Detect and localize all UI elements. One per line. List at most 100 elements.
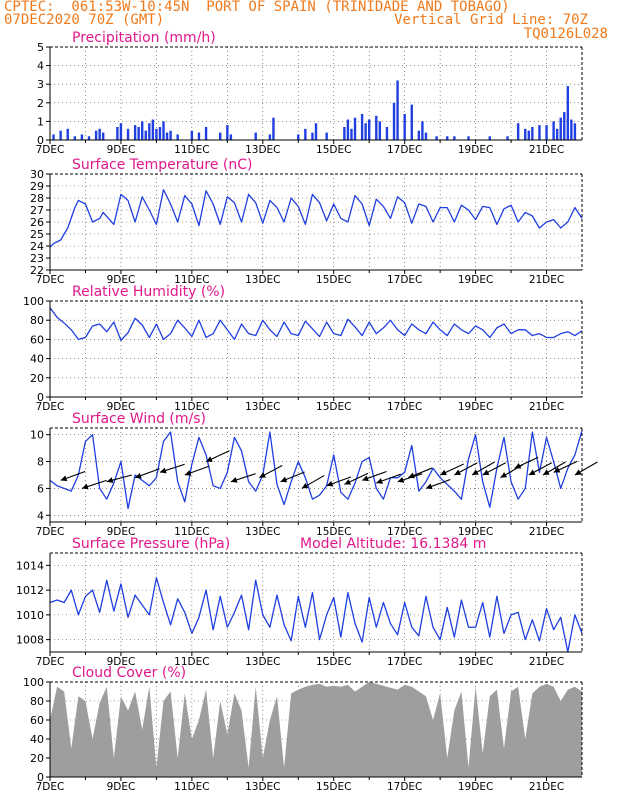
humidity-xtick-label: 9DEC: [107, 401, 136, 413]
pressure-xtick-label: 15DEC: [316, 656, 351, 668]
precip-bar: [226, 125, 229, 140]
wind-arrowhead: [159, 467, 167, 474]
wind-arrowhead: [528, 469, 536, 475]
temperature-title: Surface Temperature (nC): [72, 157, 253, 173]
wind-arrowhead: [440, 469, 447, 476]
precip-xtick-label: 19DEC: [458, 144, 493, 156]
humidity-xtick-label: 15DEC: [316, 401, 351, 413]
humidity-xtick-label: 7DEC: [36, 401, 65, 413]
wind-arrowhead: [184, 470, 192, 476]
wind-ytick-label: 10: [30, 429, 44, 442]
pressure-xtick-label: 21DEC: [529, 656, 564, 668]
wind-xtick-label: 13DEC: [245, 526, 280, 538]
wind-xtick-label: 19DEC: [458, 526, 493, 538]
cloud-xtick-label: 13DEC: [245, 781, 280, 793]
pressure-ytick-label: 1008: [16, 634, 44, 647]
cloud-xtick-label: 9DEC: [107, 781, 136, 793]
cloud-xtick-label: 17DEC: [387, 781, 422, 793]
humidity-ytick-label: 20: [30, 372, 44, 385]
wind-arrowhead: [376, 478, 383, 484]
cloud-ytick-label: 80: [30, 695, 44, 708]
wind-title: Surface Wind (m/s): [72, 411, 206, 427]
precip-title: Precipitation (mm/h): [72, 30, 216, 46]
precip-bar: [314, 123, 318, 140]
precip-bar: [573, 123, 577, 140]
precip-bar: [353, 117, 357, 140]
wind-arrowhead: [135, 472, 142, 479]
precip-bar: [141, 121, 144, 140]
precip-bar: [435, 136, 438, 140]
pressure-xtick-label: 9DEC: [107, 656, 136, 668]
precip-bar: [325, 132, 328, 140]
precip-bar: [272, 117, 275, 140]
precip-bar: [570, 119, 573, 140]
precip-bar: [364, 123, 367, 140]
pressure-ytick-label: 1012: [16, 584, 44, 597]
humidity-ytick-label: 40: [30, 353, 44, 366]
header-date: 07DEC2020 70Z (GMT): [4, 12, 165, 28]
precip-ytick-label: 3: [37, 78, 44, 91]
wind-line: [49, 430, 583, 510]
precip-ytick-label: 5: [37, 41, 44, 54]
wind-arrowhead: [542, 469, 550, 475]
precip-ytick-label: 4: [37, 60, 44, 73]
precip-ytick-label: 0: [37, 134, 44, 147]
precip-bar: [552, 121, 555, 140]
precip-bar: [524, 128, 527, 140]
cloud-ytick-label: 40: [30, 733, 44, 746]
precip-bar: [197, 132, 201, 140]
wind-arrowhead: [514, 463, 522, 469]
precip-bar: [98, 128, 101, 140]
wind-arrowhead: [397, 477, 405, 483]
wind-arrowhead: [362, 475, 369, 482]
temperature-ytick-label: 25: [30, 228, 44, 241]
humidity-ytick-label: 60: [30, 333, 44, 346]
precip-bar: [254, 132, 257, 140]
precip-xtick-label: 11DEC: [174, 144, 209, 156]
precip-bar: [169, 130, 172, 140]
precip-bar: [87, 136, 91, 140]
wind-arrowhead: [408, 472, 415, 479]
precip-bar: [368, 119, 371, 140]
humidity-ytick-label: 0: [37, 391, 44, 404]
header-model-id: TQ0126L028: [523, 26, 608, 42]
wind-xtick-label: 9DEC: [107, 526, 136, 538]
temperature-ytick-label: 28: [30, 192, 44, 205]
precip-bar: [467, 136, 470, 140]
temperature-xtick-label: 19DEC: [458, 274, 493, 286]
precip-bar: [59, 130, 62, 140]
header-grid-note: Vertical Grid Line: 70Z: [394, 12, 588, 28]
temperature-ytick-label: 29: [30, 180, 44, 193]
wind-xtick-label: 21DEC: [529, 526, 564, 538]
precip-bar: [527, 130, 530, 140]
temperature-ytick-label: 30: [30, 168, 44, 181]
precip-bar: [158, 126, 162, 140]
pressure-xtick-label: 19DEC: [458, 656, 493, 668]
humidity-line: [49, 307, 583, 342]
wind-arrowhead: [301, 482, 309, 489]
wind-arrowhead: [344, 479, 352, 485]
wind-xtick-label: 17DEC: [387, 526, 422, 538]
precip-bar: [144, 130, 147, 140]
precip-bar: [545, 125, 548, 140]
temperature-ytick-label: 26: [30, 216, 44, 229]
precip-bar: [396, 80, 399, 140]
temperature-xtick-label: 9DEC: [107, 274, 136, 286]
cloud-xtick-label: 7DEC: [36, 781, 65, 793]
precip-bar: [392, 102, 396, 140]
precip-xtick-label: 13DEC: [245, 144, 280, 156]
precip-bar: [102, 132, 105, 140]
precip-bar: [555, 128, 559, 140]
precip-bar: [268, 134, 272, 140]
precip-bar: [133, 125, 137, 140]
precip-bar: [360, 113, 364, 140]
precip-bar: [516, 123, 520, 140]
precip-bar: [506, 136, 509, 140]
precip-bar: [126, 128, 130, 140]
precip-bar: [531, 126, 534, 140]
pressure-xtick-label: 17DEC: [387, 656, 422, 668]
precip-bar: [375, 115, 378, 140]
precip-xtick-label: 15DEC: [316, 144, 351, 156]
wind-arrowhead: [206, 456, 213, 462]
